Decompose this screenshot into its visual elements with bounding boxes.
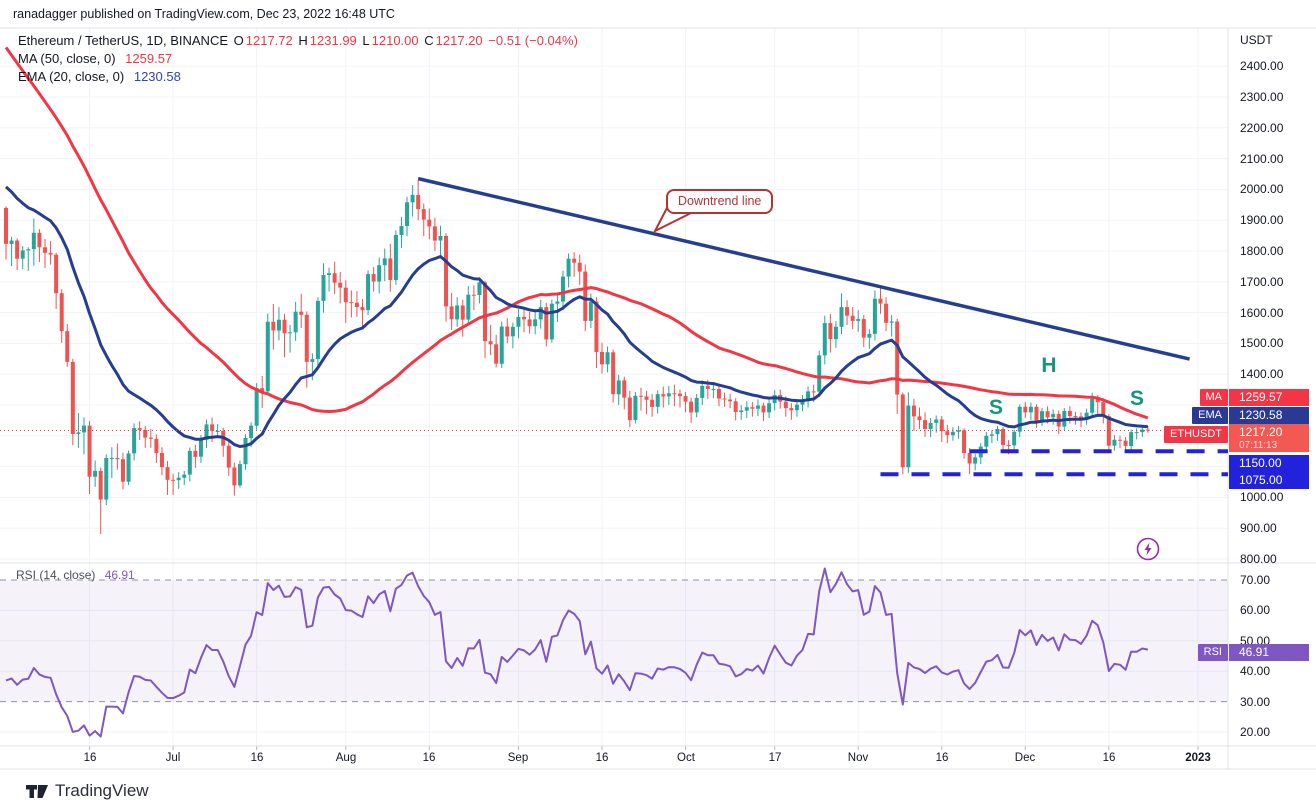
low-label: L <box>362 33 370 48</box>
close-label: C <box>424 33 434 48</box>
rsi-axis-tag: RSI <box>1197 644 1228 661</box>
price-tick: 1000.00 <box>1240 490 1284 504</box>
ema-axis-tag: EMA <box>1192 407 1228 424</box>
rsi-legend[interactable]: RSI (14, close) 46.91 <box>16 568 135 582</box>
ema-price-badge: 1230.58 <box>1229 407 1309 424</box>
support-1150-badge: 1150.00 <box>1229 455 1309 472</box>
ema-legend-value: 1230.58 <box>133 69 181 84</box>
ma-axis-tag: MA <box>1199 389 1228 406</box>
head-shoulders-label[interactable]: S <box>1129 387 1145 410</box>
open-label: O <box>233 33 244 48</box>
flash-idea-icon[interactable] <box>1136 537 1160 561</box>
time-tick: 16 <box>1102 752 1116 764</box>
tradingview-logo-text: TradingView <box>55 781 149 800</box>
ema20-line <box>4 185 1149 448</box>
rsi-tick: 20.00 <box>1240 725 1271 739</box>
rsi-tick: 30.00 <box>1240 695 1271 709</box>
close-value: 1217.20 <box>435 33 483 48</box>
ma50-line <box>4 46 1149 420</box>
rsi-tick: 60.00 <box>1240 603 1271 617</box>
head-shoulders-label[interactable]: S <box>988 396 1004 419</box>
ma-legend-label: MA (50, close, 0) <box>18 51 116 66</box>
time-tick: 16 <box>595 752 609 764</box>
price-tick: 1800.00 <box>1240 244 1284 258</box>
publish-header: ranadagger published on TradingView.com,… <box>13 7 395 21</box>
support-1075-badge: 1075.00 <box>1229 472 1309 489</box>
price-tick: 2100.00 <box>1240 152 1284 166</box>
time-tick: 16 <box>250 752 264 764</box>
last-price-badge: 1217.20 07:11:13 <box>1229 424 1309 452</box>
price-tick: 1400.00 <box>1240 367 1284 381</box>
ema-legend-label: EMA (20, close, 0) <box>18 69 125 84</box>
bar-countdown: 07:11:13 <box>1239 440 1278 451</box>
time-tick: 17 <box>768 752 782 764</box>
rsi-value-badge: 46.91 <box>1229 644 1309 661</box>
high-value: 1231.99 <box>309 33 357 48</box>
rsi-legend-label: RSI (14, close) <box>16 568 96 582</box>
rsi-tick: 70.00 <box>1240 573 1271 587</box>
time-tick: 2023 <box>1185 752 1211 764</box>
price-tick: 1700.00 <box>1240 275 1284 289</box>
open-value: 1217.72 <box>245 33 293 48</box>
time-tick: Dec <box>1014 752 1036 764</box>
downtrend-callout[interactable]: Downtrend line <box>666 189 774 214</box>
ma-legend-value: 1259.57 <box>125 51 173 66</box>
price-tick: 800.00 <box>1240 552 1277 566</box>
price-tick: 2300.00 <box>1240 90 1284 104</box>
last-price-value: 1217.20 <box>1239 425 1283 439</box>
tradingview-logo[interactable]: TradingView <box>26 781 149 801</box>
ma-price-badge: 1259.57 <box>1229 389 1309 406</box>
change-value: −0.51 (−0.04%) <box>488 33 578 48</box>
price-tick: 2400.00 <box>1240 59 1284 73</box>
tradingview-logo-icon <box>26 784 48 798</box>
symbol-legend[interactable]: Ethereum / TetherUS, 1D, BINANCE O 1217.7… <box>18 33 580 48</box>
symbol-title: Ethereum / TetherUS, 1D, BINANCE <box>18 33 229 48</box>
price-tick: 1600.00 <box>1240 306 1284 320</box>
symbol-axis-tag: ETHUSDT <box>1164 426 1228 443</box>
rsi-line <box>5 567 1149 738</box>
time-tick: 16 <box>935 752 949 764</box>
time-tick: Sep <box>507 752 529 764</box>
ema-legend[interactable]: EMA (20, close, 0) 1230.58 <box>18 69 181 84</box>
time-tick: 16 <box>422 752 436 764</box>
time-tick: Aug <box>335 752 357 764</box>
ma-legend[interactable]: MA (50, close, 0) 1259.57 <box>18 51 172 66</box>
price-tick: 2000.00 <box>1240 182 1284 196</box>
price-axis-currency: USDT <box>1240 33 1273 47</box>
price-tick: 1900.00 <box>1240 213 1284 227</box>
time-tick: Nov <box>847 752 869 764</box>
low-value: 1210.00 <box>371 33 419 48</box>
time-tick: 16 <box>83 752 97 764</box>
time-tick: Jul <box>165 752 181 764</box>
price-tick: 2200.00 <box>1240 121 1284 135</box>
candlestick-series <box>4 180 1150 535</box>
high-label: H <box>298 33 308 48</box>
time-tick: Oct <box>677 752 695 764</box>
rsi-tick: 40.00 <box>1240 664 1271 678</box>
price-tick: 1500.00 <box>1240 336 1284 350</box>
price-tick: 900.00 <box>1240 521 1277 535</box>
rsi-legend-value: 46.91 <box>104 568 135 582</box>
head-shoulders-label[interactable]: H <box>1041 354 1057 377</box>
